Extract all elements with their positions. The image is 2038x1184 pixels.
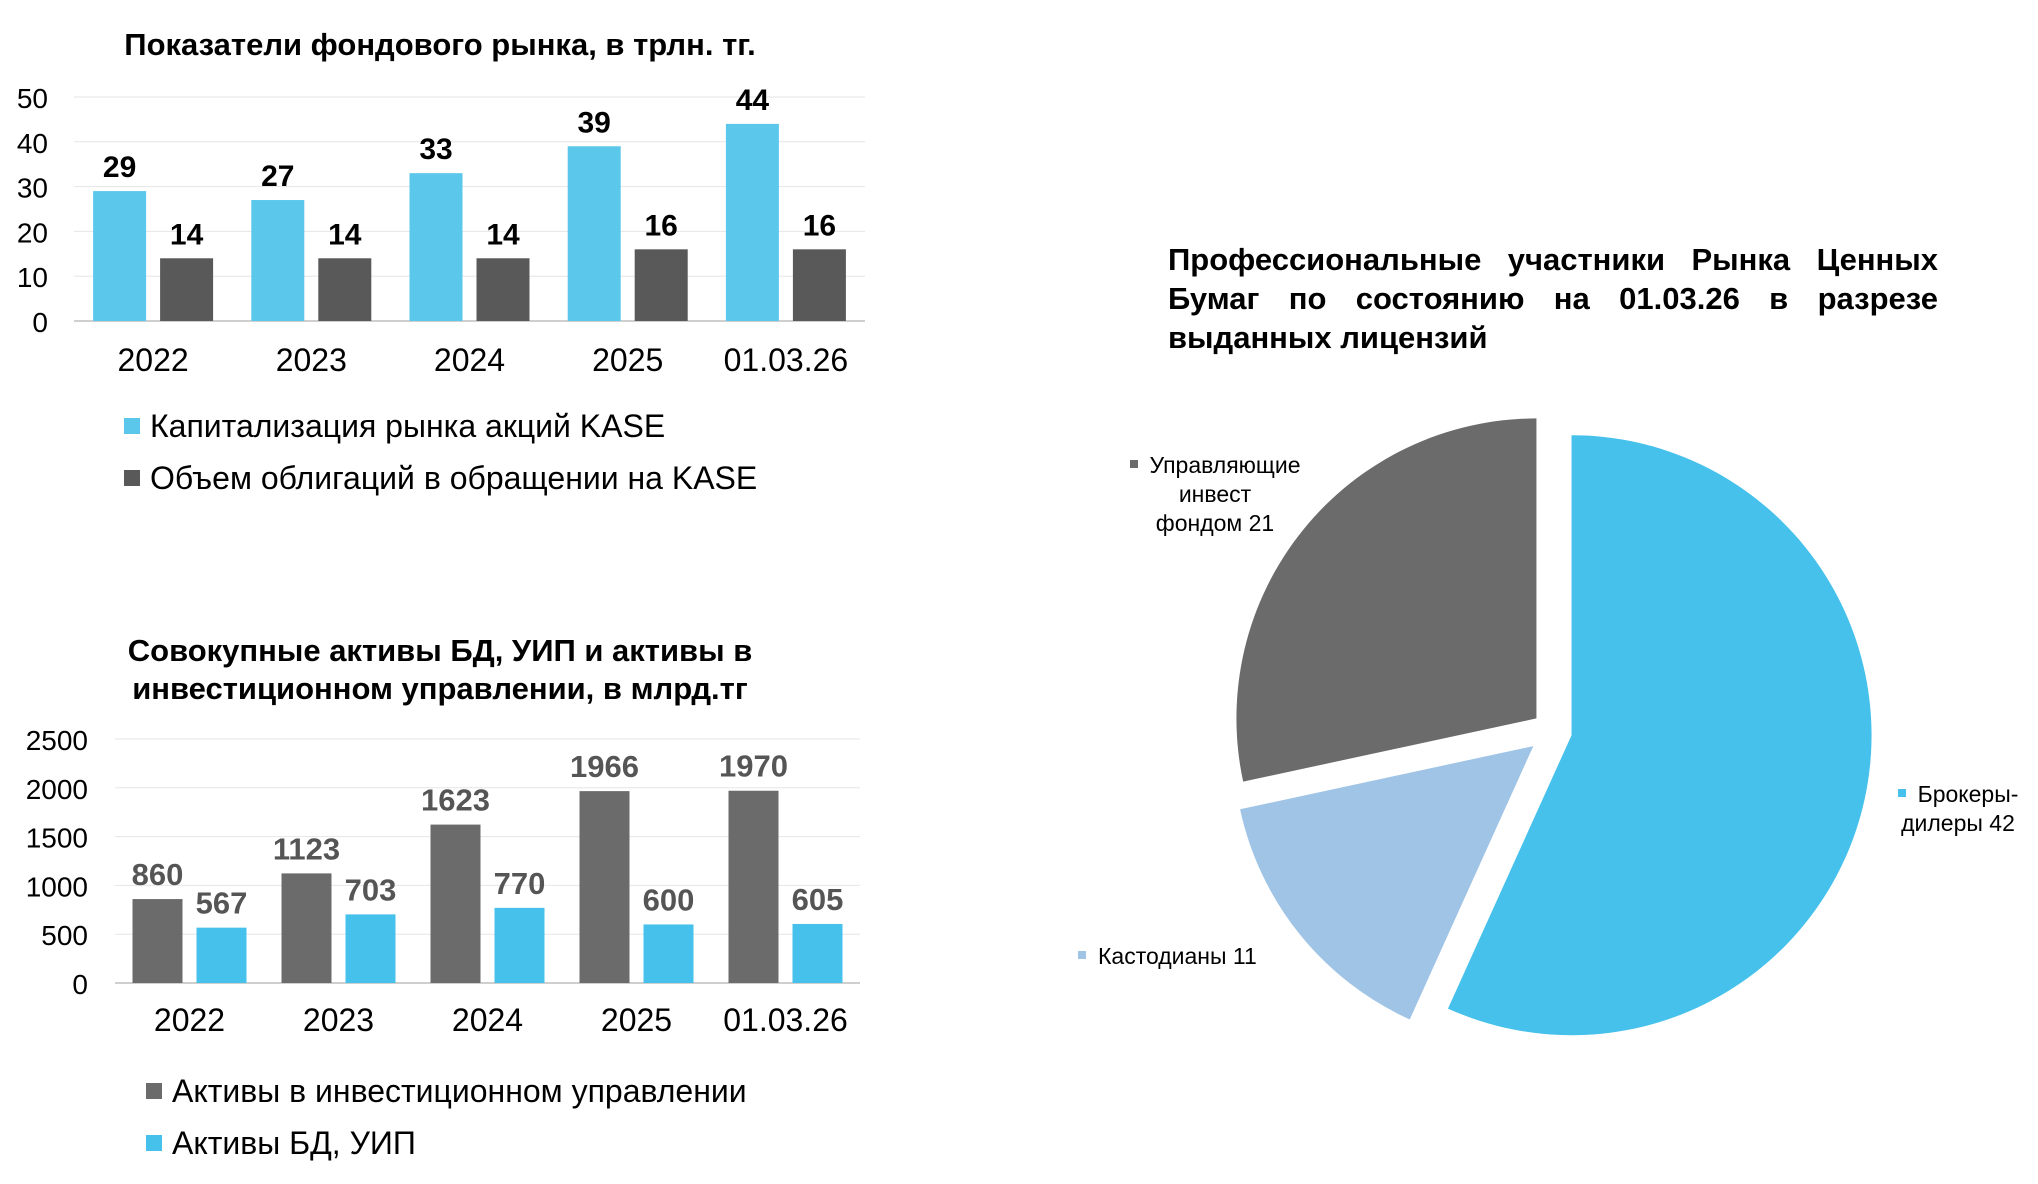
legend-swatch [124, 470, 140, 486]
data-label: 14 [170, 218, 204, 251]
pie-slice [1236, 418, 1537, 782]
bar-series-1 [567, 146, 621, 321]
label-line: Кастодианы 11 [1098, 943, 1257, 969]
y-tick-label: 0 [72, 969, 88, 1000]
y-tick-label: 30 [17, 173, 48, 204]
chart-legend: Капитализация рынка акций KASE Объем обл… [124, 400, 757, 504]
data-label: 14 [486, 218, 520, 251]
chart-plot: 0 10 20 30 40 50 2022 29 14 2023 27 14 2024 33 14 2025 3… [17, 83, 865, 378]
label-line: Брокеры- [1917, 781, 2019, 807]
y-tick-label: 500 [41, 920, 88, 951]
pie-label-managers: Управляющие инвест фондом 21 [1090, 451, 1340, 538]
x-category-label: 2022 [118, 342, 189, 378]
bar-series-2 [345, 914, 396, 983]
chart-title: Совокупные активы БД, УИП и активы в инв… [127, 633, 753, 706]
bar-series-1 [579, 791, 630, 983]
bar-series-2 [792, 923, 843, 983]
x-category-label: 2025 [592, 342, 663, 378]
y-tick-label: 20 [17, 217, 48, 248]
bar-series-2 [643, 924, 694, 983]
chart-assets: Совокупные активы БД, УИП и активы в инв… [0, 620, 900, 1184]
bar-series-2 [792, 249, 846, 321]
y-tick-label: 0 [32, 307, 48, 338]
legend-label: Объем облигаций в обращении на KASE [150, 460, 758, 496]
y-tick-label: 40 [17, 128, 48, 159]
bar-series-1 [251, 200, 305, 321]
x-category-label: 2025 [601, 1002, 672, 1038]
data-label: 1966 [570, 749, 639, 784]
bar-series-2 [476, 258, 530, 321]
legend-item: Активы в инвестиционном управлении [146, 1065, 747, 1117]
x-category-label: 2023 [303, 1002, 374, 1038]
label-line: дилеры 42 [1901, 810, 2015, 836]
data-label: 14 [328, 218, 362, 251]
bar-series-1 [93, 191, 147, 321]
chart-title: Профессиональные участники Рынка Ценных … [1168, 242, 1938, 355]
data-label: 605 [792, 882, 844, 917]
label-line: фондом 21 [1155, 510, 1275, 536]
x-category-label: 01.03.26 [723, 1002, 848, 1038]
legend-item: Объем облигаций в обращении на KASE [124, 452, 757, 504]
data-label: 33 [419, 133, 452, 166]
chart-legend: Активы в инвестиционном управлении Актив… [146, 1065, 747, 1169]
data-label: 39 [578, 106, 611, 139]
label-line: инвест [1178, 481, 1252, 507]
chart-plot: 0 500 1000 1500 2000 2500 2022 860 567 2023 112370… [26, 725, 860, 1038]
data-label: 600 [643, 882, 695, 917]
data-label: 16 [803, 209, 836, 242]
data-label: 703 [345, 872, 397, 907]
y-tick-label: 2000 [26, 774, 88, 805]
bar-series-1 [281, 873, 332, 983]
data-label: 1623 [421, 783, 490, 818]
x-category-label: 2024 [452, 1002, 523, 1038]
y-tick-label: 1000 [26, 871, 88, 902]
legend-label: Активы в инвестиционном управлении [172, 1073, 747, 1109]
chart-stock-market: Показатели фондового рынка, в трлн. тг. … [0, 0, 900, 520]
bar-series-2 [318, 258, 372, 321]
legend-swatch [146, 1083, 162, 1099]
y-tick-label: 2500 [26, 725, 88, 756]
pie-slice [1447, 435, 1872, 1036]
bar-series-2 [634, 249, 688, 321]
legend-label: Капитализация рынка акций KASE [150, 408, 666, 444]
pie-label-custodians: Кастодианы 11 [1078, 942, 1318, 971]
bar-series-1 [430, 824, 481, 983]
data-label: 44 [736, 84, 770, 117]
legend-item: Активы БД, УИП [146, 1117, 747, 1169]
pie-label-brokers: Брокеры- дилеры 42 [1878, 780, 2038, 838]
bar-series-1 [409, 173, 463, 321]
data-label: 27 [261, 160, 294, 193]
chart-title: Показатели фондового рынка, в трлн. тг. [124, 27, 756, 62]
bar-series-2 [494, 907, 545, 983]
legend-dot [1078, 950, 1086, 959]
bar-series-2 [160, 258, 214, 321]
label-line: Управляющие [1149, 452, 1301, 478]
bar-series-1 [728, 790, 779, 983]
data-label: 16 [645, 209, 678, 242]
y-tick-label: 10 [17, 262, 48, 293]
bar-series-1 [725, 123, 779, 321]
y-tick-label: 1500 [26, 823, 88, 854]
legend-swatch [124, 418, 140, 434]
data-label: 567 [196, 886, 248, 921]
legend-item: Капитализация рынка акций KASE [124, 400, 757, 452]
pie-slice [1240, 746, 1534, 1020]
x-category-label: 01.03.26 [724, 342, 849, 378]
y-tick-label: 50 [17, 83, 48, 114]
x-category-label: 2022 [154, 1002, 225, 1038]
data-label: 770 [494, 866, 546, 901]
legend-label: Активы БД, УИП [172, 1125, 416, 1161]
data-label: 29 [103, 151, 136, 184]
legend-dot [1129, 459, 1138, 468]
x-category-label: 2023 [276, 342, 347, 378]
data-label: 1970 [719, 749, 788, 784]
data-label: 1123 [273, 831, 340, 866]
legend-swatch [146, 1135, 162, 1151]
data-label: 860 [132, 857, 184, 892]
x-category-label: 2024 [434, 342, 505, 378]
bar-series-2 [196, 927, 247, 983]
legend-dot [1897, 788, 1906, 797]
bar-series-1 [132, 899, 183, 983]
